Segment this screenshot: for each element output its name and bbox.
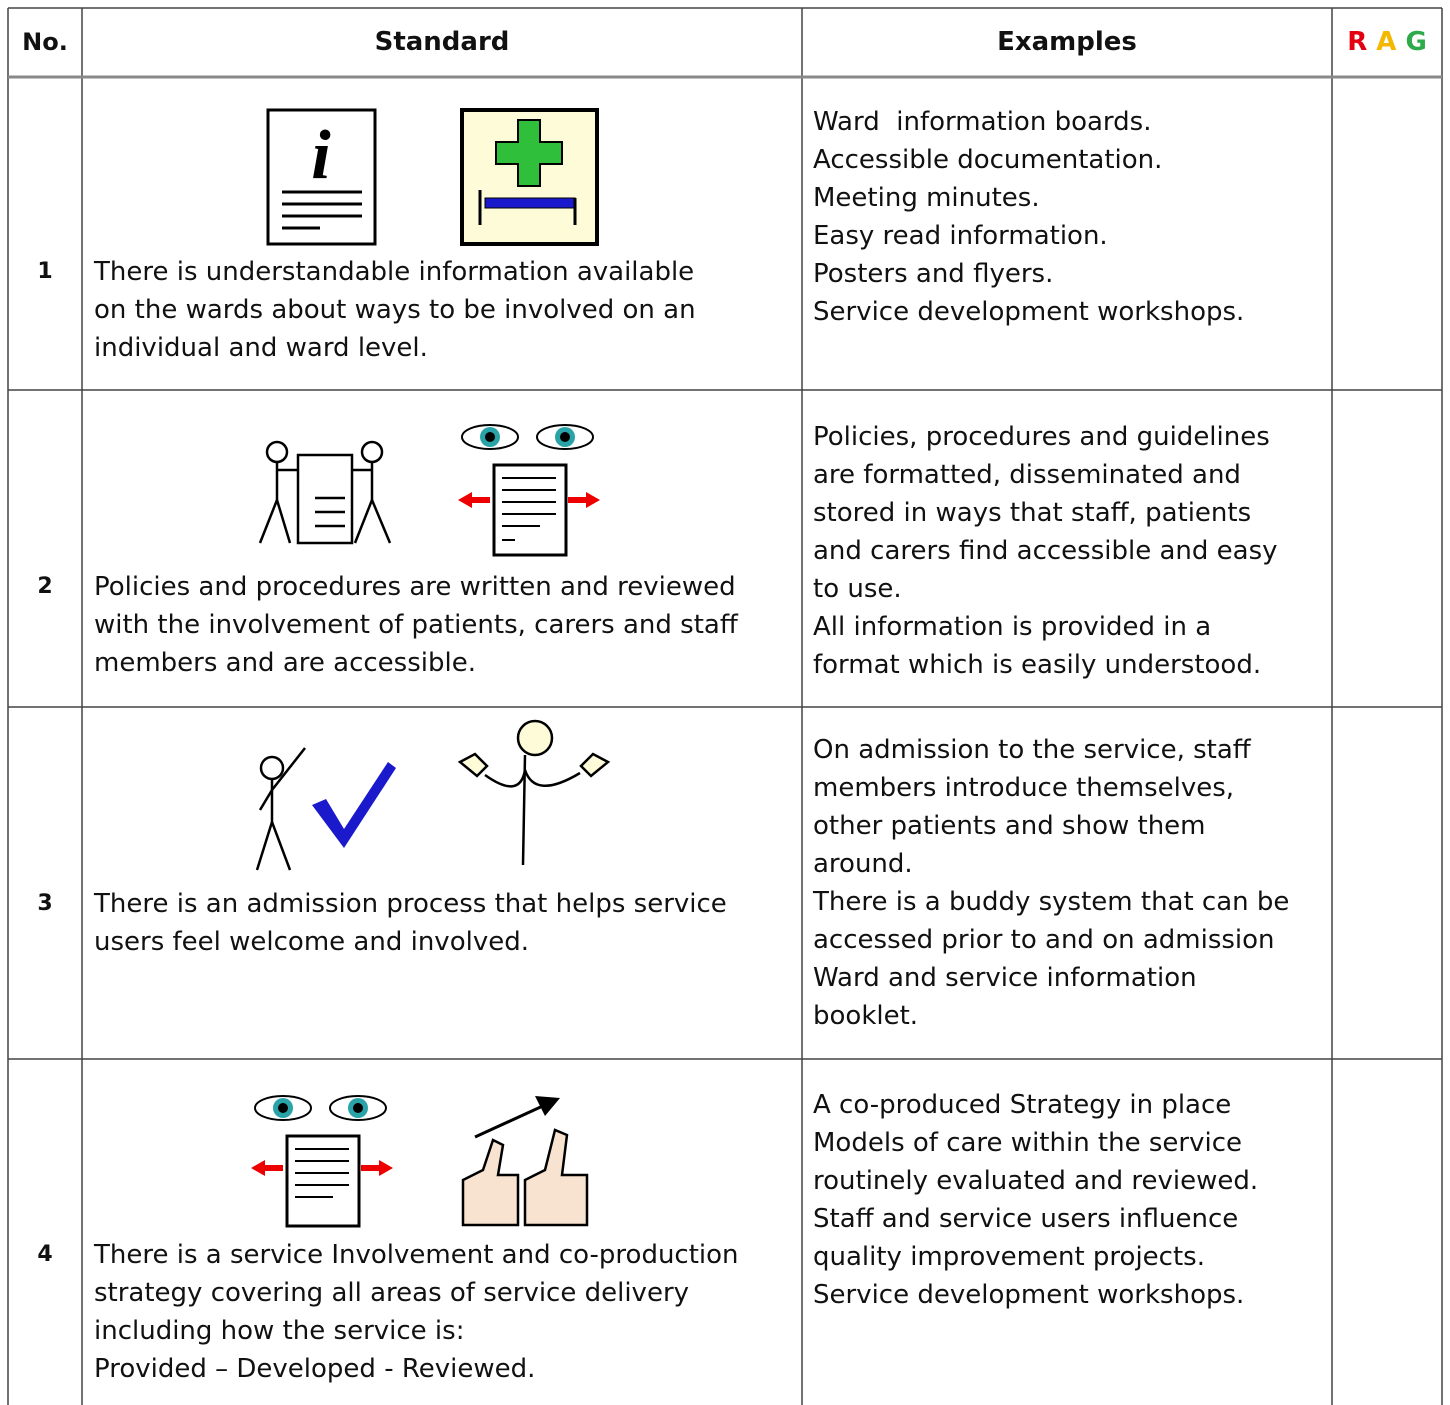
example-line: Service development workshops. [813, 1280, 1245, 1310]
example-line: are formatted, disseminated and [813, 460, 1241, 490]
rag-g: G [1405, 27, 1427, 57]
example-line: routinely evaluated and reviewed. [813, 1166, 1259, 1196]
hospital-icon [460, 108, 599, 246]
example-line: stored in ways that staff, patients [813, 498, 1252, 528]
standard-line: Provided – Developed - Reviewed. [94, 1354, 536, 1384]
header-rag: R A G [1332, 8, 1442, 77]
example-line: All information is provided in a [813, 612, 1212, 642]
example-line: accessed prior to and on admission [813, 925, 1275, 955]
standard-line: There is understandable information avai… [94, 257, 695, 287]
example-line: Models of care within the service [813, 1128, 1242, 1158]
row-number: 3 [37, 891, 53, 916]
header-number: No. [22, 28, 68, 56]
example-line: There is a buddy system that can be [813, 887, 1290, 917]
standard-line: including how the service is: [94, 1316, 465, 1346]
eyes-document-icon [458, 424, 600, 557]
standard-line: There is an admission process that helps… [94, 889, 727, 919]
example-line: other patients and show them [813, 811, 1206, 841]
example-line: and carers find accessible and easy [813, 536, 1278, 566]
standard-line: members and are accessible. [94, 648, 476, 678]
example-line: Policies, procedures and guidelines [813, 422, 1270, 452]
standard-line: Policies and procedures are written and … [94, 572, 736, 602]
example-line: format which is easily understood. [813, 650, 1262, 680]
people-document-icon [258, 440, 392, 545]
rag-a: A [1376, 27, 1397, 57]
eyes-document-icon [251, 1095, 393, 1228]
example-line: Ward and service information [813, 963, 1197, 993]
row-number: 2 [37, 574, 53, 599]
thumbs-up-icon [461, 1096, 589, 1227]
example-line: On admission to the service, staff [813, 735, 1251, 765]
example-line: Service development workshops. [813, 297, 1245, 327]
example-line: quality improvement projects. [813, 1242, 1205, 1272]
standard-line: with the involvement of patients, carers… [94, 610, 738, 640]
info-icon: i [266, 108, 377, 246]
example-line: Ward information boards. [813, 107, 1152, 137]
rag-r: R [1347, 27, 1368, 57]
example-line: around. [813, 849, 913, 879]
row-number: 1 [37, 259, 53, 284]
example-line: members introduce themselves, [813, 773, 1235, 803]
example-line: Posters and flyers. [813, 259, 1054, 289]
example-line: booklet. [813, 1001, 919, 1031]
header-standard: Standard [374, 27, 510, 57]
standard-line: strategy covering all areas of service d… [94, 1278, 690, 1308]
example-line: Staff and service users influence [813, 1204, 1239, 1234]
standard-line: individual and ward level. [94, 333, 428, 363]
example-line: A co-produced Strategy in place [813, 1090, 1232, 1120]
welcome-person-icon [457, 719, 611, 866]
row-number: 4 [37, 1242, 53, 1267]
header-examples: Examples [997, 27, 1137, 57]
example-line: Meeting minutes. [813, 183, 1040, 213]
example-line: to use. [813, 574, 902, 604]
standard-line: users feel welcome and involved. [94, 927, 529, 957]
example-line: Easy read information. [813, 221, 1108, 251]
person-tick-icon [255, 747, 396, 871]
standard-line: on the wards about ways to be involved o… [94, 295, 696, 325]
standard-line: There is a service Involvement and co-pr… [94, 1240, 739, 1270]
example-line: Accessible documentation. [813, 145, 1163, 175]
svg-text:i: i [311, 117, 331, 194]
